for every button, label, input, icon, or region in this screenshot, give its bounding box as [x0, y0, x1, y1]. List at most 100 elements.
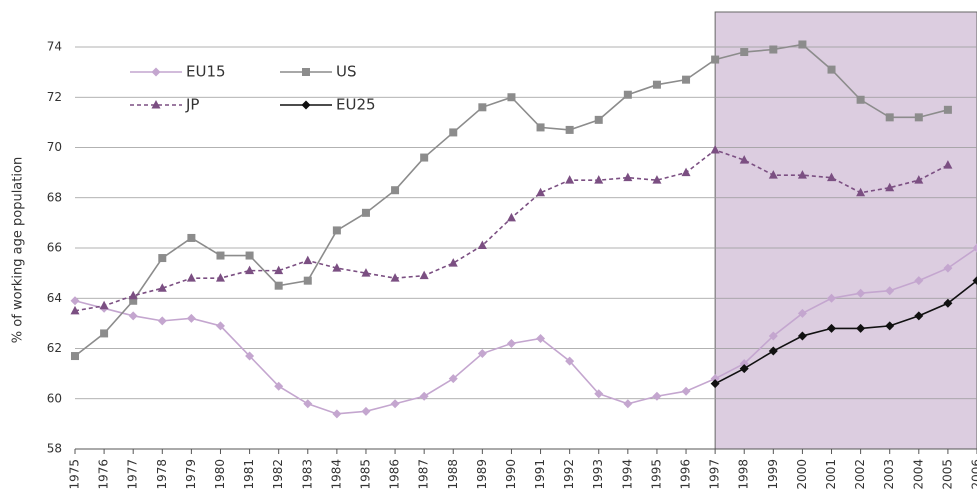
marker — [856, 95, 865, 104]
marker — [303, 255, 313, 265]
marker — [943, 298, 953, 308]
x-tick-label: 1975 — [68, 459, 82, 490]
legend-label: EU15 — [186, 63, 226, 81]
marker — [215, 321, 225, 331]
marker — [419, 270, 429, 280]
x-tick-label: 1995 — [649, 459, 663, 490]
x-tick-label: 2005 — [940, 459, 954, 490]
marker — [507, 93, 516, 102]
marker — [536, 123, 545, 132]
y-tick-label: 68 — [47, 190, 62, 204]
x-tick-label: 1986 — [388, 459, 402, 490]
marker — [827, 65, 836, 74]
x-tick-label: 2000 — [795, 459, 809, 490]
marker — [885, 113, 894, 122]
marker — [798, 40, 807, 49]
marker — [303, 276, 312, 285]
x-tick-label: 1984 — [329, 459, 343, 490]
marker — [391, 186, 400, 195]
marker — [477, 240, 487, 249]
marker — [477, 349, 487, 359]
marker — [914, 113, 923, 122]
marker — [186, 273, 196, 282]
marker — [594, 115, 603, 124]
marker — [914, 175, 924, 184]
marker — [914, 276, 924, 286]
marker — [361, 208, 370, 217]
legend-label: EU25 — [336, 96, 376, 114]
marker — [797, 170, 807, 179]
marker — [361, 268, 371, 277]
legend-label: JP — [185, 96, 199, 114]
marker — [419, 391, 429, 401]
shaded-region — [714, 11, 977, 450]
marker — [681, 386, 691, 396]
y-tick-label: 62 — [47, 341, 62, 355]
x-tick-label: 1977 — [126, 459, 140, 490]
x-tick-label: 1979 — [184, 459, 198, 490]
marker — [711, 55, 720, 64]
marker — [652, 175, 662, 184]
marker — [652, 391, 662, 401]
marker — [594, 389, 604, 399]
marker — [99, 300, 109, 310]
marker — [856, 323, 866, 333]
marker — [187, 233, 196, 242]
marker — [301, 100, 311, 110]
marker — [739, 155, 749, 164]
marker — [768, 331, 778, 341]
marker — [245, 251, 254, 260]
marker — [186, 313, 196, 323]
y-tick-label: 58 — [47, 442, 62, 456]
x-tick-label: 1988 — [446, 459, 460, 490]
x-tick-label: 2003 — [882, 459, 896, 490]
marker — [594, 175, 604, 184]
marker — [448, 374, 458, 384]
marker — [128, 311, 138, 321]
marker — [565, 125, 574, 134]
x-tick-label: 1991 — [533, 459, 547, 490]
marker — [536, 187, 546, 197]
x-tick-label: 1976 — [97, 459, 111, 490]
marker — [100, 329, 109, 338]
marker — [151, 67, 161, 77]
marker — [506, 212, 516, 222]
marker — [768, 346, 778, 356]
marker — [943, 105, 952, 114]
marker — [478, 103, 487, 112]
marker — [681, 167, 691, 177]
x-tick-label: 1980 — [213, 459, 227, 490]
marker — [448, 258, 458, 267]
marker — [158, 254, 167, 263]
marker — [739, 359, 749, 369]
marker — [274, 265, 284, 275]
marker — [827, 293, 837, 303]
marker — [623, 399, 633, 409]
marker — [885, 321, 895, 331]
x-tick-label: 1998 — [737, 459, 751, 490]
x-tick-label: 1996 — [679, 459, 693, 490]
marker — [565, 175, 575, 184]
marker — [216, 251, 225, 260]
marker — [827, 172, 837, 182]
marker — [332, 226, 341, 235]
x-tick-label: 1993 — [591, 459, 605, 490]
y-axis-label: % of working age population — [11, 157, 26, 343]
marker — [827, 323, 837, 333]
marker — [740, 48, 749, 57]
x-tick-label: 1981 — [242, 459, 256, 490]
marker — [768, 170, 778, 179]
marker — [769, 45, 778, 54]
marker — [710, 379, 720, 389]
marker — [652, 80, 661, 89]
x-tick-label: 1990 — [504, 459, 518, 490]
marker — [420, 153, 429, 162]
marker — [302, 68, 310, 76]
marker — [885, 182, 895, 192]
marker — [943, 160, 953, 169]
marker — [332, 263, 342, 272]
x-tick-label: 2001 — [824, 459, 838, 490]
marker — [565, 356, 575, 366]
marker — [536, 333, 546, 343]
